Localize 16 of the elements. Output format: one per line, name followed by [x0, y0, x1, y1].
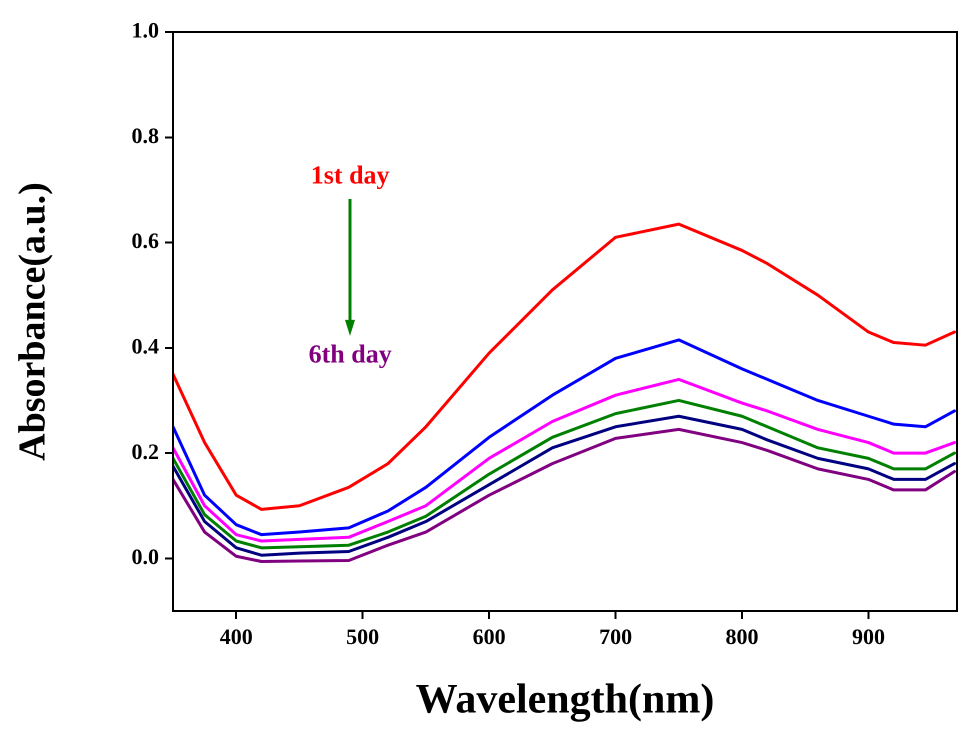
y-axis-title: Absorbance(a.u.) — [12, 182, 54, 461]
x-tick-label: 500 — [346, 624, 380, 649]
x-tick-label: 700 — [599, 624, 632, 649]
x-tick-label: 800 — [726, 624, 759, 649]
x-tick-label: 600 — [472, 624, 506, 649]
x-axis-title: Wavelength(nm) — [416, 676, 714, 723]
y-tick-label: 0.6 — [132, 228, 159, 254]
y-tick-label: 0.0 — [132, 544, 159, 570]
y-tick-label: 0.2 — [132, 438, 159, 464]
annotation: 1st day — [310, 160, 390, 190]
x-tick-label: 400 — [220, 624, 253, 649]
y-tick-label: 0.4 — [132, 334, 159, 359]
y-tick-label: 1.0 — [132, 18, 159, 43]
annotation: 6th day — [308, 339, 392, 368]
x-tick-label: 900 — [852, 624, 885, 649]
y-tick-label: 0.8 — [132, 122, 159, 148]
